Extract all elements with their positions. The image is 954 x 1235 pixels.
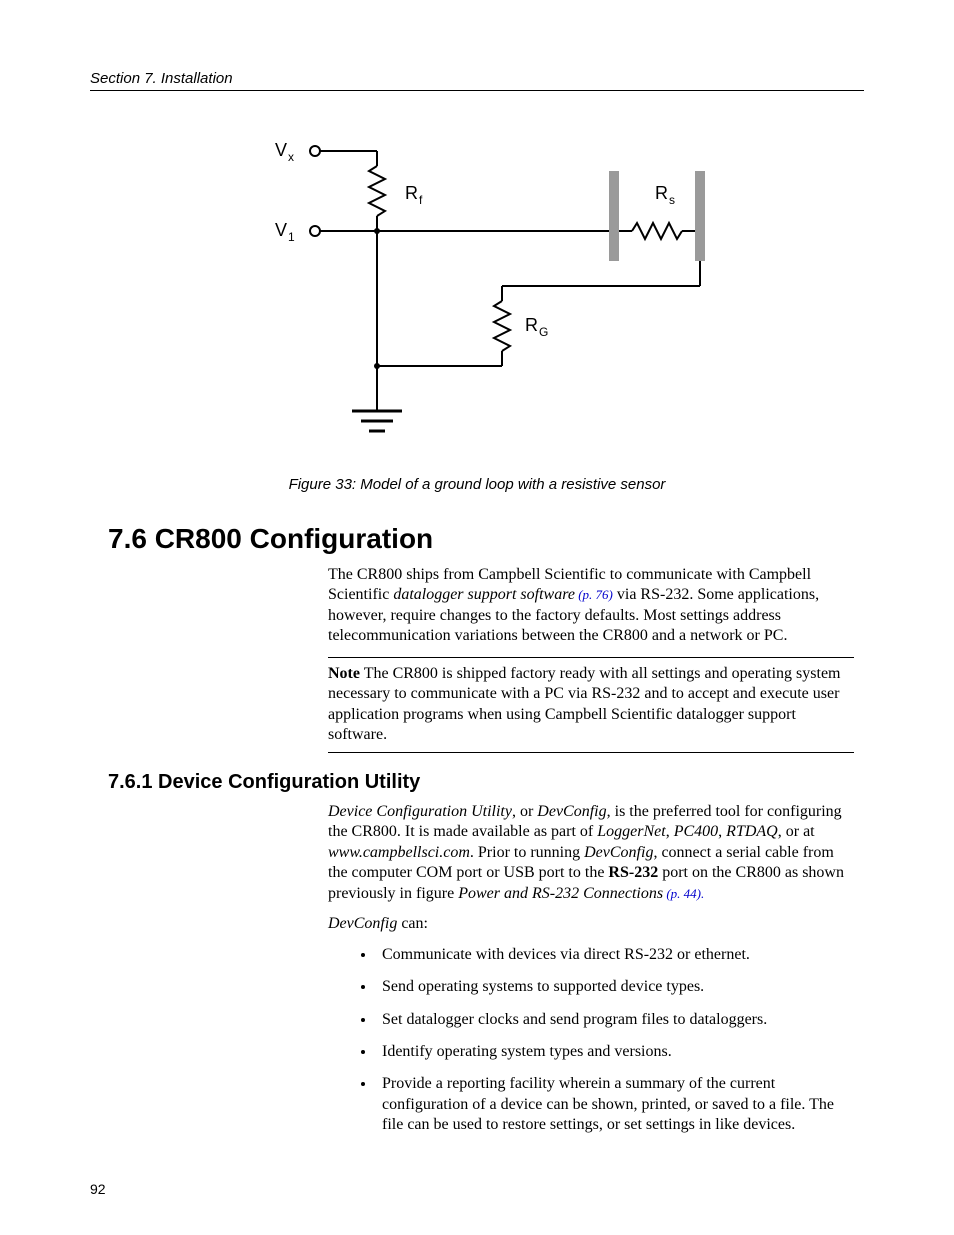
section-body: The CR800 ships from Campbell Scientific… bbox=[328, 565, 854, 753]
section-para-1: The CR800 ships from Campbell Scientific… bbox=[328, 565, 854, 647]
svg-text:R: R bbox=[405, 183, 418, 203]
devconfig-bullet-list: Communicate with devices via direct RS-2… bbox=[328, 945, 854, 1136]
list-item: Send operating systems to supported devi… bbox=[376, 977, 854, 997]
list-item: Provide a reporting facility wherein a s… bbox=[376, 1074, 854, 1135]
page-ref-76[interactable]: (p. 76) bbox=[575, 587, 613, 602]
subsection-heading-7-6-1: 7.6.1 Device Configuration Utility bbox=[108, 771, 864, 794]
svg-text:s: s bbox=[669, 193, 675, 207]
svg-text:G: G bbox=[539, 325, 548, 339]
list-item: Communicate with devices via direct RS-2… bbox=[376, 945, 854, 965]
svg-text:V: V bbox=[275, 220, 287, 240]
figure-caption: Figure 33: Model of a ground loop with a… bbox=[90, 476, 864, 493]
note-box: Note The CR800 is shipped factory ready … bbox=[328, 657, 854, 753]
svg-text:R: R bbox=[525, 315, 538, 335]
note-text: The CR800 is shipped factory ready with … bbox=[328, 665, 841, 743]
svg-text:R: R bbox=[655, 183, 668, 203]
list-item: Identify operating system types and vers… bbox=[376, 1042, 854, 1062]
subsection-para-2: DevConfig can: bbox=[328, 914, 854, 934]
page-ref-44[interactable]: (p. 44). bbox=[663, 886, 704, 901]
circuit-diagram-svg: V x R f V 1 R bbox=[237, 131, 717, 461]
header-section-text: Section 7. Installation bbox=[90, 70, 233, 87]
subsection-para-1: Device Configuration Utility, or DevConf… bbox=[328, 802, 854, 904]
svg-text:x: x bbox=[288, 150, 294, 164]
page-number: 92 bbox=[90, 1181, 106, 1197]
list-item: Set datalogger clocks and send program f… bbox=[376, 1010, 854, 1030]
section-heading-7-6: 7.6 CR800 Configuration bbox=[108, 523, 864, 555]
page-header: Section 7. Installation bbox=[90, 70, 864, 91]
subsection-body: Device Configuration Utility, or DevConf… bbox=[328, 802, 854, 1136]
svg-text:V: V bbox=[275, 140, 287, 160]
note-label: Note bbox=[328, 665, 360, 682]
svg-text:1: 1 bbox=[288, 230, 295, 244]
svg-text:f: f bbox=[419, 193, 423, 207]
page: Section 7. Installation V x R f V 1 bbox=[0, 0, 954, 1235]
figure-33: V x R f V 1 R bbox=[90, 131, 864, 493]
